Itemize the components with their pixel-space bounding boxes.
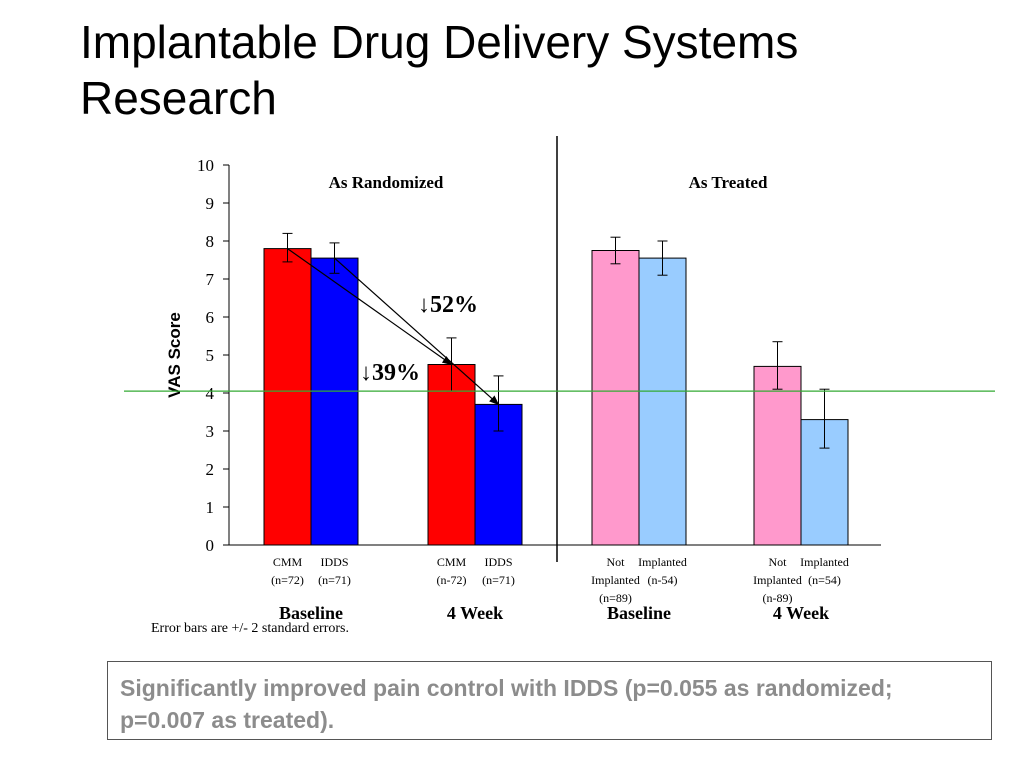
slide-title-line-1: Implantable Drug Delivery Systems <box>80 16 799 68</box>
group-label: 4 Week <box>447 603 503 623</box>
bar <box>591 250 640 546</box>
bar <box>638 257 687 546</box>
bar-label: Implanted <box>638 555 687 569</box>
reduction-label: ↓39% <box>360 360 420 386</box>
y-tick-label: 6 <box>206 308 215 327</box>
bar-label: (n=89) <box>599 591 632 605</box>
bar-label: (n=72) <box>271 573 304 587</box>
slide-title-line-2: Research <box>80 72 277 124</box>
y-tick-label: 7 <box>206 270 215 289</box>
bar-label: Implanted <box>753 573 802 587</box>
reduction-arrow <box>287 248 453 366</box>
section-title: As Treated <box>689 173 768 192</box>
bar-label: (n-54) <box>648 573 678 587</box>
error-bar-note: Error bars are +/- 2 standard errors. <box>151 621 349 636</box>
y-tick-label: 5 <box>206 346 215 365</box>
bar-label: (n-72) <box>437 573 467 587</box>
bar-label: Implanted <box>800 555 849 569</box>
y-axis-label: VAS Score <box>165 312 184 398</box>
bar-label: CMM <box>437 555 467 569</box>
slide-title: Implantable Drug Delivery Systems Resear… <box>80 14 980 126</box>
reduction-label: ↓52% <box>418 292 478 318</box>
bar-label: (n=71) <box>482 573 515 587</box>
y-tick-label: 10 <box>197 156 214 175</box>
y-tick-label: 4 <box>206 384 215 403</box>
reduction-arrow <box>334 257 500 406</box>
bar <box>427 364 476 546</box>
bar-label: (n=54) <box>808 573 841 587</box>
bar-label: (n-89) <box>763 591 793 605</box>
y-tick-label: 9 <box>206 194 215 213</box>
bar-label: IDDS <box>320 555 348 569</box>
bar-label: Not <box>607 555 626 569</box>
bar-label: Implanted <box>591 573 640 587</box>
bar-label: Not <box>769 555 788 569</box>
bar-label: (n=71) <box>318 573 351 587</box>
vas-bar-chart: 0 1 2 3 4 5 6 7 8 9 10 VAS Score As Randomized As Tre… <box>124 136 995 623</box>
y-tick-label: 0 <box>206 536 215 555</box>
bar <box>310 257 359 546</box>
y-tick-label: 3 <box>206 422 215 441</box>
group-label: Baseline <box>607 603 671 623</box>
bar-label: IDDS <box>484 555 512 569</box>
y-tick-label: 1 <box>206 498 215 517</box>
conclusion-callout: Significantly improved pain control with… <box>107 661 992 740</box>
y-tick-label: 8 <box>206 232 215 251</box>
bar <box>753 365 802 546</box>
y-tick-label: 2 <box>206 460 215 479</box>
group-label: 4 Week <box>773 603 829 623</box>
group-label: Baseline <box>279 603 343 623</box>
bar <box>263 248 312 546</box>
bar-label: CMM <box>273 555 303 569</box>
section-title: As Randomized <box>329 173 444 192</box>
